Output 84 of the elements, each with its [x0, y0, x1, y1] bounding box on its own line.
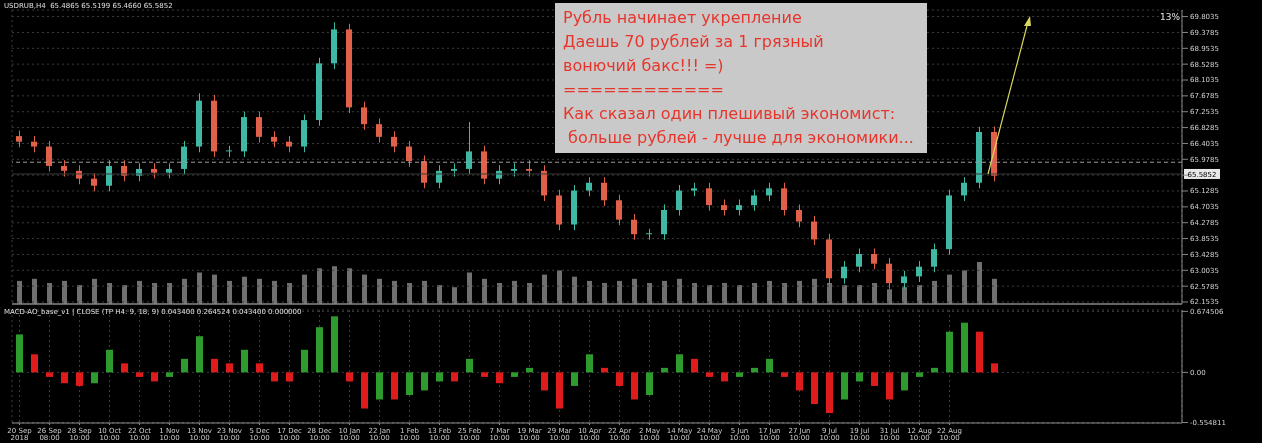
bar	[556, 372, 563, 409]
bar	[781, 372, 788, 377]
bar	[271, 372, 278, 382]
bar	[226, 363, 233, 373]
bar	[557, 270, 562, 304]
bar	[286, 372, 293, 382]
bar	[46, 372, 53, 377]
bar	[436, 372, 443, 382]
bar	[211, 358, 218, 373]
bar	[421, 372, 428, 391]
bar	[181, 358, 188, 373]
bar	[796, 372, 803, 391]
bar	[391, 372, 398, 400]
bar	[631, 372, 638, 400]
candlestick	[646, 228, 652, 240]
bar	[542, 274, 547, 304]
bar	[197, 272, 202, 304]
bar	[452, 287, 457, 304]
bar	[706, 372, 713, 377]
bar	[871, 372, 878, 386]
bar	[61, 372, 68, 384]
bar	[31, 354, 38, 373]
bar	[946, 331, 953, 373]
bar	[691, 358, 698, 373]
bar	[676, 354, 683, 373]
bar	[151, 372, 158, 382]
bar	[166, 372, 173, 377]
annotation: Рубль начинает укрепление	[563, 7, 803, 29]
bar	[811, 372, 818, 405]
bar	[331, 316, 338, 373]
bar	[826, 372, 833, 414]
annotation: ============	[563, 79, 725, 101]
bar	[106, 349, 113, 373]
bar	[841, 372, 848, 400]
annotation: Даешь 70 рублей за 1 грязный	[563, 31, 825, 53]
bar	[332, 266, 337, 304]
annotation: больше рублей - лучше для экономики...	[567, 127, 915, 149]
chart-subtitle: 13%	[1160, 12, 1181, 22]
bar	[511, 372, 518, 377]
bar	[376, 372, 383, 400]
bar	[136, 372, 143, 377]
bar	[571, 372, 578, 386]
candlestick	[226, 145, 232, 157]
bar	[991, 363, 998, 373]
bar	[481, 372, 488, 377]
annotation: вонючий бакс!!! =)	[563, 55, 725, 77]
bar	[361, 372, 368, 409]
bar	[362, 274, 367, 304]
bar	[947, 274, 952, 304]
bar	[616, 372, 623, 386]
bar	[212, 274, 217, 304]
bar	[721, 372, 728, 382]
bar	[977, 262, 982, 304]
bar	[347, 268, 352, 304]
bar	[962, 270, 967, 304]
bar	[317, 268, 322, 304]
bar	[121, 363, 128, 373]
bar	[766, 358, 773, 373]
bar	[886, 372, 893, 400]
bar	[541, 372, 548, 391]
bar	[586, 354, 593, 373]
bar	[916, 372, 923, 377]
bar	[976, 331, 983, 373]
bar	[736, 372, 743, 377]
bar	[302, 274, 307, 304]
bar	[241, 349, 248, 373]
bar	[856, 372, 863, 382]
bar	[646, 372, 653, 395]
bar	[346, 372, 353, 382]
bar	[961, 322, 968, 373]
bar	[901, 372, 908, 391]
bar	[406, 372, 413, 395]
bar	[316, 327, 323, 373]
bar	[16, 334, 23, 373]
annotation: Как сказал один плешивый экономист:	[563, 103, 897, 125]
bar	[76, 372, 83, 386]
bar	[91, 372, 98, 384]
bar	[467, 272, 472, 304]
bar	[496, 372, 503, 384]
bar	[256, 363, 263, 373]
bar	[196, 336, 203, 373]
bar	[301, 349, 308, 373]
bar	[466, 358, 473, 373]
bar	[451, 372, 458, 382]
